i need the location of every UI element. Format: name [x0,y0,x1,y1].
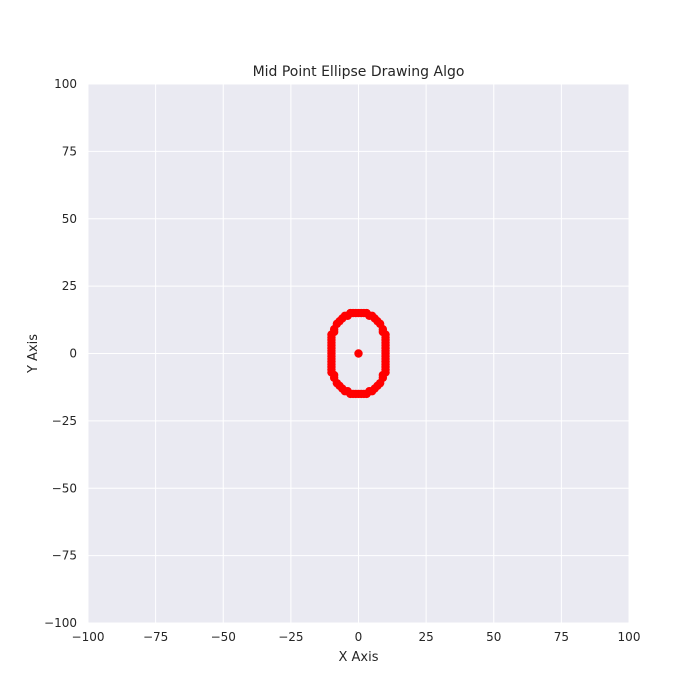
y-tick-label: 100 [54,77,77,91]
y-tick-label: −75 [52,549,77,563]
y-tick-label: 0 [69,347,77,361]
data-points [327,308,390,399]
center-point [354,349,363,358]
x-tick-label: 25 [418,630,433,644]
x-tick-label: −25 [278,630,303,644]
y-tick-labels: −100 −75 −50 −25 0 25 50 75 100 [44,77,77,630]
y-axis-label: Y Axis [26,334,41,374]
y-tick-label: 75 [62,144,77,158]
x-tick-label: −50 [211,630,236,644]
x-tick-label: 75 [554,630,569,644]
x-tick-labels: −100 −75 −50 −25 0 25 50 75 100 [72,630,641,644]
ellipse-point [351,308,360,318]
x-tick-label: 0 [355,630,363,644]
y-tick-label: 50 [62,212,77,226]
y-tick-label: −25 [52,414,77,428]
chart-title: Mid Point Ellipse Drawing Algo [253,64,465,80]
x-tick-label: −75 [143,630,168,644]
y-tick-label: 25 [62,279,77,293]
x-tick-label: 100 [618,630,641,644]
x-tick-label: 50 [486,630,501,644]
y-tick-label: −100 [44,616,77,630]
x-axis-label: X Axis [338,650,378,665]
y-tick-label: −50 [52,481,77,495]
x-tick-label: −100 [72,630,105,644]
